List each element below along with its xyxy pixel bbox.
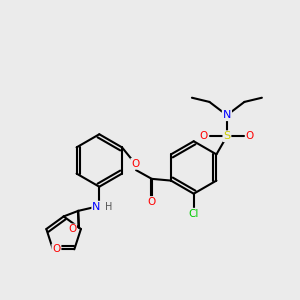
Text: N: N bbox=[223, 110, 231, 120]
Text: S: S bbox=[223, 131, 230, 141]
Text: Cl: Cl bbox=[188, 208, 199, 219]
Text: O: O bbox=[246, 131, 254, 141]
Text: H: H bbox=[105, 202, 113, 212]
Text: O: O bbox=[68, 224, 76, 234]
Text: O: O bbox=[131, 159, 140, 169]
Text: N: N bbox=[92, 202, 101, 212]
Text: O: O bbox=[147, 197, 155, 207]
Text: O: O bbox=[200, 131, 208, 141]
Text: O: O bbox=[52, 244, 61, 254]
